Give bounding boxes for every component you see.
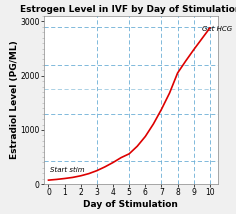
Y-axis label: Estradiol Level (PG/ML): Estradiol Level (PG/ML) [10, 41, 19, 159]
Text: Start stim: Start stim [50, 167, 84, 173]
Text: Get HCG: Get HCG [202, 26, 232, 32]
Title: Estrogen Level in IVF by Day of Stimulation: Estrogen Level in IVF by Day of Stimulat… [20, 5, 236, 14]
X-axis label: Day of Stimulation: Day of Stimulation [83, 200, 178, 209]
